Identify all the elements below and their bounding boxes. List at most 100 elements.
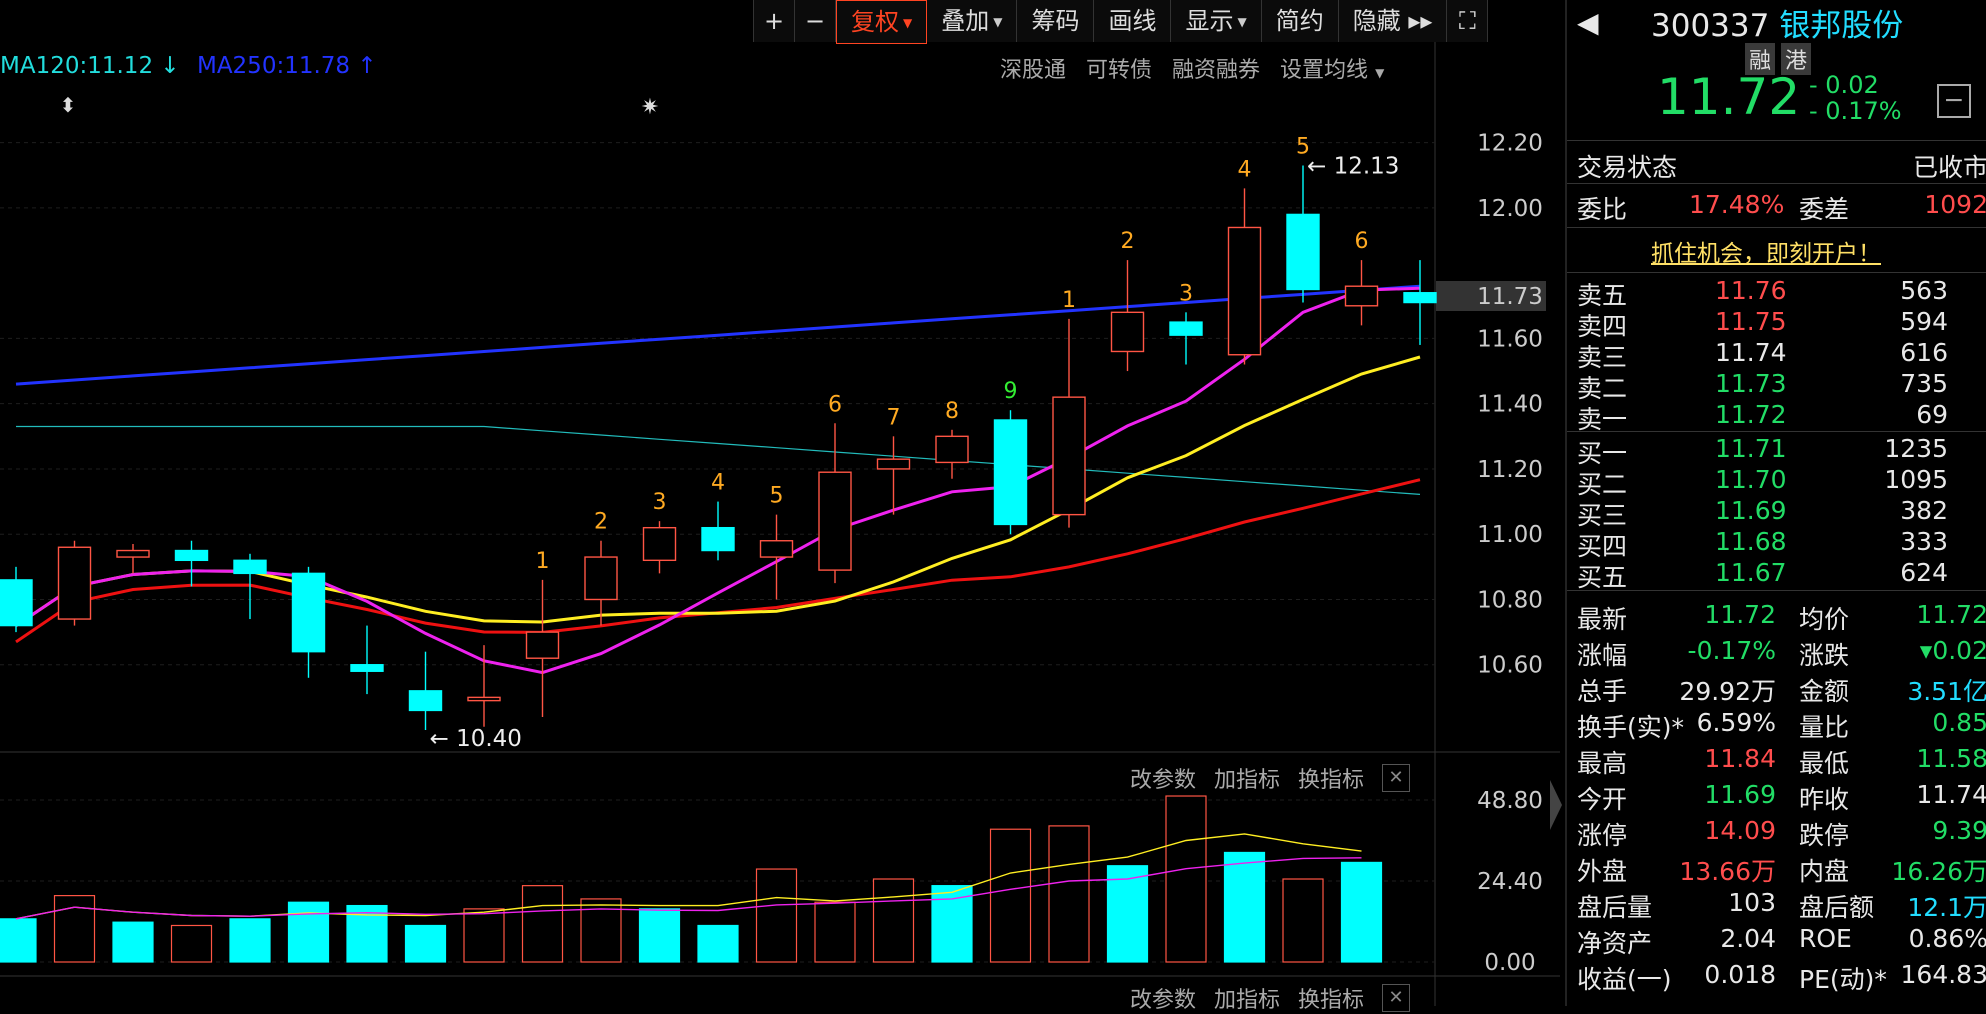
plus-icon[interactable]: +: [754, 0, 795, 42]
minus-icon[interactable]: −: [795, 0, 836, 42]
kline-chart-area[interactable]: 12.20 12.00 11.73 11.60 11.40 11.20 11.00 10.80…: [0, 0, 1560, 1006]
volume-bar: [1165, 795, 1207, 963]
caret-down-icon: ▼: [903, 16, 913, 30]
close-icon[interactable]: ✕: [1382, 764, 1411, 792]
caret-down-icon: ▼: [1375, 66, 1385, 80]
link-hk-connect[interactable]: 深股通: [1000, 58, 1067, 83]
divider: [1567, 431, 1986, 432]
weicha-value: 1092: [1924, 190, 1986, 219]
divider: [1567, 590, 1986, 591]
caret-down-icon: ▼: [993, 15, 1003, 29]
kline-chart[interactable]: 12.20 12.00 11.73 11.60 11.40 11.20 11.00 10.80…: [0, 0, 1560, 1006]
stat-value: 16.26万: [1891, 857, 1986, 886]
td-count-label: 6: [828, 392, 842, 417]
candle-body: [57, 546, 92, 620]
edit-params-link-2[interactable]: 改参数: [1130, 988, 1197, 1013]
candle-body: [1344, 285, 1379, 307]
candle-body: [642, 526, 677, 562]
order-level-volume: 1095: [1884, 465, 1948, 494]
price-extreme-annotation: ← 12.13: [1307, 153, 1399, 179]
volume-indicator-links: 改参数 加指标 换指标 ✕: [1130, 762, 1411, 794]
stat-label: 今开: [1577, 785, 1628, 814]
volume-bar: [170, 924, 213, 963]
volume-bar: [931, 885, 973, 963]
candle-body: [467, 696, 501, 702]
candle-body: [1110, 311, 1145, 353]
td-count-label: 2: [594, 510, 608, 535]
stat-label: ROE: [1799, 924, 1852, 953]
stat-value: 164.83: [1900, 960, 1986, 989]
volume-bar: [0, 918, 37, 963]
hide-button[interactable]: 隐藏 ▸▸: [1338, 0, 1448, 42]
price-tick-label: 10.60: [1477, 653, 1543, 679]
edit-params-link[interactable]: 改参数: [1130, 768, 1197, 793]
stat-value: 6.59%: [1696, 708, 1776, 737]
link-margin[interactable]: 融资融券: [1172, 58, 1261, 83]
display-label: 显示: [1185, 7, 1234, 35]
stat-label: 均价: [1799, 605, 1850, 634]
trade-status-value: 已收市: [1912, 153, 1986, 182]
order-level-volume: 616: [1900, 338, 1948, 367]
quote-panel: ◀ 300337 银邦股份 融港 11.72 - 0.02 - 0.17% − …: [1565, 0, 1986, 1006]
fuquan-button[interactable]: 复权 ▼: [836, 0, 928, 44]
volume-bar: [112, 921, 154, 963]
switch-indicator-link-2[interactable]: 换指标: [1298, 988, 1365, 1013]
volume-tick-label: 0.00: [1484, 950, 1535, 976]
price-tick-label: 10.80: [1477, 587, 1543, 613]
stat-label: 昨收: [1799, 785, 1850, 814]
weicha-label: 委差: [1799, 195, 1850, 224]
draw-line-button[interactable]: 画线: [1094, 0, 1172, 42]
chip-button[interactable]: 筹码: [1017, 0, 1095, 42]
candle-body: [1286, 213, 1320, 291]
add-indicator-link[interactable]: 加指标: [1214, 768, 1281, 793]
fullscreen-icon[interactable]: ⛶: [1447, 0, 1489, 42]
link-convertible[interactable]: 可转债: [1086, 58, 1153, 83]
stock-name: 银邦股份: [1779, 8, 1904, 44]
stat-label: 金额: [1799, 677, 1850, 706]
order-level-volume: 382: [1900, 496, 1948, 525]
td-count-label: 4: [711, 471, 725, 496]
td-count-label: 3: [1179, 281, 1193, 306]
simple-button[interactable]: 简约: [1261, 0, 1339, 42]
candle-body: [1227, 226, 1262, 356]
stat-value: 29.92万: [1679, 677, 1776, 706]
td-count-label: 5: [770, 484, 784, 509]
prev-arrow-icon[interactable]: ◀: [1577, 6, 1599, 39]
stat-label: 涨跌: [1799, 641, 1850, 670]
td-count-label: 6: [1355, 229, 1369, 254]
double-chevron-right-icon: ▸▸: [1408, 7, 1433, 35]
candle-body: [1403, 292, 1437, 304]
switch-indicator-link[interactable]: 换指标: [1298, 768, 1365, 793]
volume-bar: [638, 908, 681, 963]
volume-ma10-line: [15, 857, 1362, 920]
overlay-button[interactable]: 叠加 ▼: [927, 0, 1018, 42]
volume-bar: [229, 918, 271, 963]
stat-label: 量比: [1799, 713, 1850, 742]
hide-label: 隐藏: [1352, 7, 1401, 35]
collapse-icon[interactable]: −: [1937, 84, 1971, 118]
link-ma-settings[interactable]: 设置均线 ▼: [1280, 52, 1384, 84]
volume-bar: [521, 885, 564, 963]
stat-label: 外盘: [1577, 857, 1628, 886]
stat-value: 3.51亿: [1907, 677, 1986, 706]
stat-label: 换手(实)*: [1577, 713, 1685, 742]
order-level-label: 买四: [1577, 532, 1628, 561]
close-icon[interactable]: ✕: [1382, 984, 1411, 1012]
td-count-label: 3: [653, 490, 667, 515]
volume-bar: [755, 868, 798, 963]
order-level-label: 买二: [1577, 470, 1628, 499]
stock-header: 300337 银邦股份: [1651, 0, 1903, 45]
order-level-label: 买一: [1577, 439, 1628, 468]
stat-value: 0.86%: [1908, 924, 1986, 953]
display-button[interactable]: 显示 ▼: [1171, 0, 1262, 42]
price-tick-label: 12.20: [1477, 131, 1543, 157]
add-indicator-link-2[interactable]: 加指标: [1214, 988, 1281, 1013]
stat-value: 11.84: [1704, 744, 1776, 773]
order-level-label: 买五: [1577, 563, 1628, 592]
open-account-promo[interactable]: 抓住机会，即刻开户！: [1651, 241, 1881, 267]
chart-toolbar: + − 复权 ▼ 叠加 ▼ 筹码 画线 显示 ▼ 简约 隐藏 ▸▸ ⛶: [753, 0, 1489, 44]
candle-body: [291, 572, 326, 653]
weibi-label: 委比: [1577, 195, 1628, 224]
order-level-price: 11.69: [1715, 496, 1787, 525]
stat-label: 最高: [1577, 749, 1628, 778]
